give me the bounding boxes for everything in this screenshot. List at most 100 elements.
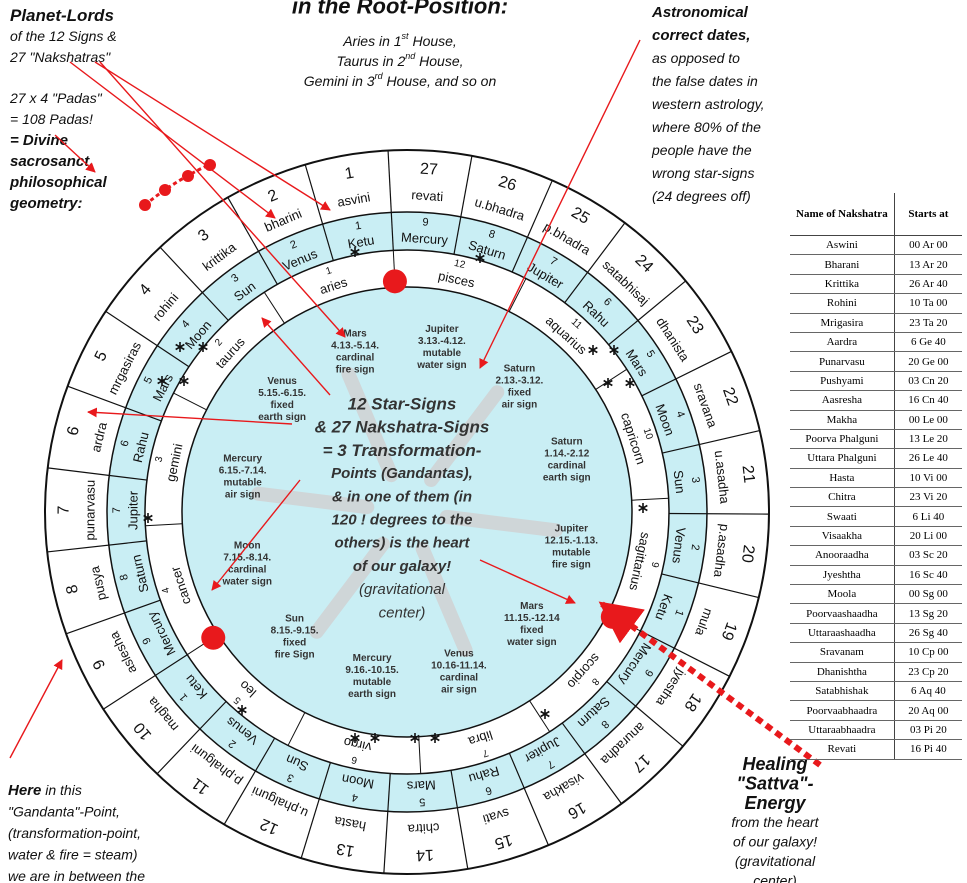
nakshatra-number: 7 [55,505,72,514]
pointer [211,479,301,591]
table-row: Uttara Phalguni 26 Le 40 [790,448,962,469]
table-cell: Dhanishtha [790,662,895,682]
asterisk [237,705,247,715]
nakshatra-name: p.asadha [711,523,733,579]
nakshatra-number: 15 [492,830,514,851]
table-cell: Aardra [790,332,895,353]
sign-description: air sign [441,684,477,695]
nakshatra-number: 27 [420,161,439,179]
center-text: & 27 Nakshatra-Signs [315,418,490,437]
table-row: Bharani 13 Ar 20 [790,254,962,275]
table-cell: 03 Pi 20 [893,720,962,741]
table-row: Makha 00 Le 00 [790,410,962,430]
top-note-part: st [402,31,410,41]
sign-description: 11.15.-12.14 [504,613,560,624]
lord-name: Jupiter [125,490,140,530]
sign-description: air sign [225,490,261,501]
nakshatra-divider [304,164,334,261]
sign-description: Mercury [223,454,262,465]
annotation-here: Here in this "Gandanta"-Point, (transforma… [8,782,145,883]
sign-description: mutable [353,677,392,688]
wheel: 1asvini1Ketu2bharini2Venus3krittika3Sun4… [44,149,770,875]
annotation-text: (transformation-point, [8,825,141,841]
table-cell: 03 Cn 20 [893,371,962,392]
center-text: 12 Star-Signs [348,395,457,414]
pointer [94,61,331,211]
ray [415,541,473,658]
table-cell: Uttaraashaadha [790,623,895,644]
nakshatra-divider [47,540,147,553]
annotation-text: water & fire = steam) [8,847,138,863]
table-cell: Poorvaashaadha [790,603,895,624]
asterisk [157,376,167,386]
nakshatra-divider [300,762,331,859]
asterisk [475,253,485,263]
table-row: Poorvaashaadha 13 Sg 20 [790,603,962,624]
annotation-line: the false dates in [652,73,758,89]
asterisk [609,345,619,355]
table-cell: Poorva Phalguni [790,429,895,450]
annotation-line: western astrology, [652,96,765,112]
sign-description: fixed [270,400,293,411]
table-header: Name of Nakshatra Starts at [790,193,962,236]
pointer [479,559,576,604]
annotation-line: we are in between the [8,868,145,883]
nakshatra-divider [511,180,553,273]
annotation-text: Astronomical [651,4,749,21]
annotation-line: correct dates, [652,27,750,44]
nakshatra-divider [103,654,188,710]
annotation-text: = Divine [10,132,68,149]
annotation-padas: 27 x 4 "Padas" = 108 Padas! = Divine sacros… [9,90,108,212]
annotation-text: in this [41,782,81,798]
sign-description: mutable [223,478,262,489]
annotation-text: 27 x 4 "Padas" [9,90,103,106]
annotation-line: Astronomical [651,4,749,21]
nakshatra-number: 26 [496,173,518,194]
table-row: Aasresha 16 Cn 40 [790,390,962,411]
annotation-line: = 108 Padas! [10,111,93,127]
lord-number: 3 [285,771,295,784]
sign-number: 12 [453,258,467,271]
pointer [261,317,331,396]
asterisk [198,342,208,352]
sign-description: water sign [416,360,466,371]
table-cell: 00 Ar 00 [893,235,962,256]
table-row: Punarvasu 20 Ge 00 [790,351,962,372]
table-body: Aswini 00 Ar 00 Bharani 13 Ar 20 Krittika 26 … [790,235,962,760]
table-row: Mrigasira 23 Ta 20 [790,313,962,333]
annotation-text: where 80% of the [652,119,761,135]
asterisk [625,378,635,388]
annotation-line: geometry: [9,195,83,212]
table-cell: Chitra [790,487,895,508]
center-text: 120 ! degrees to the [332,512,473,529]
lord-number: 1 [354,220,362,233]
asterisk [175,342,185,352]
table-row: Swaati 6 Li 40 [790,506,962,527]
nakshatra-number: 6 [64,425,83,438]
table-cell: Hasta [790,468,895,489]
sign-divider [631,497,669,501]
sign-description: Mars [343,329,367,340]
nakshatra-divider [453,155,473,255]
sign-description: Mercury [353,653,392,664]
annotation-line: Here in this [8,782,82,799]
annotation-line: (24 degrees off) [652,188,751,204]
table-cell: Poorvaabhaadra [790,700,895,721]
annotation-text: (gravitational [735,853,816,869]
sign-description: 9.16.-10.15. [345,665,399,676]
asterisk [350,733,360,743]
annotation-line: Energy [744,793,806,813]
nakshatra-divider [564,222,626,304]
sign-number: 2 [213,337,225,349]
annotation-text: as opposed to [652,50,740,66]
annotation-text: (24 degrees off) [652,188,751,204]
lord-number: 9 [642,667,655,679]
lord-name: Mercury [401,230,449,248]
top-note: Aries in 1st House, [342,31,457,49]
nakshatra-number: 12 [258,815,281,838]
annotation-text: "Gandanta"-Point, [8,804,120,820]
top-note-part: House, [409,33,457,49]
sign-description: fire sign [336,365,375,376]
annotation-line: "Gandanta"-Point, [8,804,120,820]
